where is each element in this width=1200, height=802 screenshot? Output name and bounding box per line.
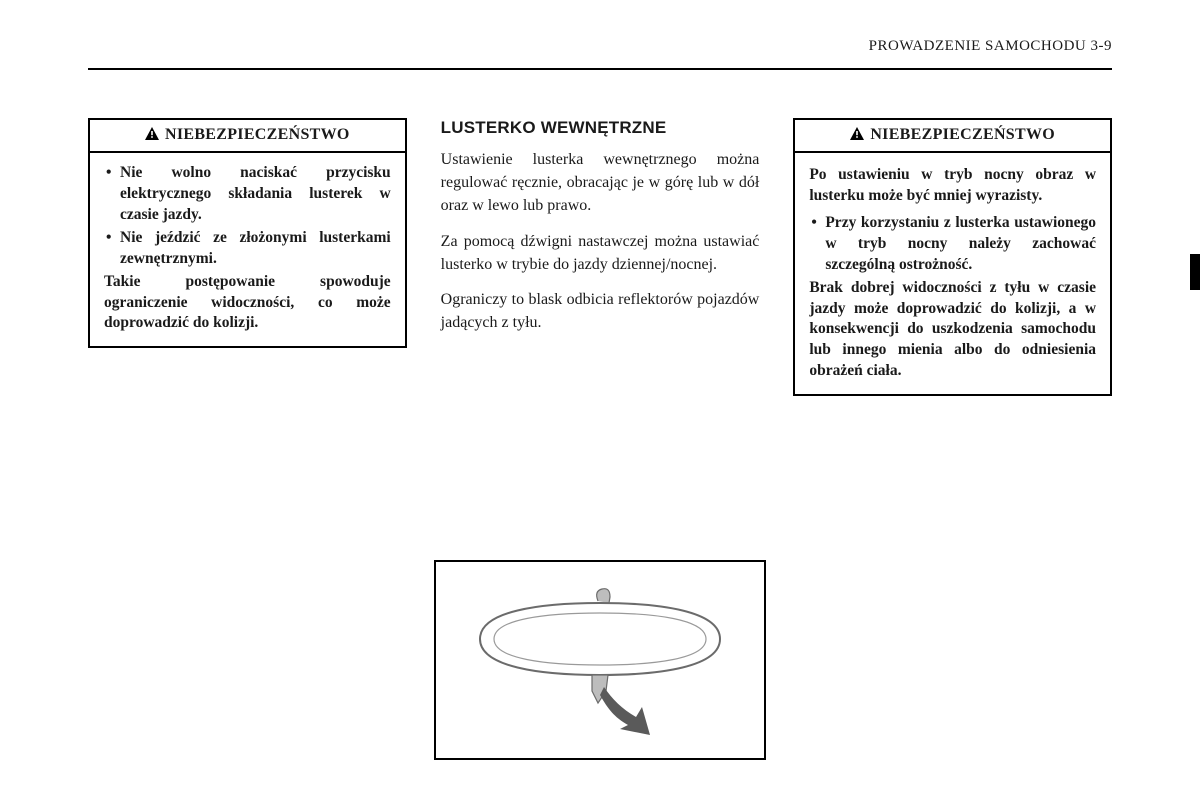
section-edge-tab xyxy=(1190,254,1200,290)
warning-body-left: Nie wolno naciskać przycisku elektryczne… xyxy=(90,153,405,346)
warning-title-right: NIEBEZPIECZEŃSTWO xyxy=(795,120,1110,153)
warning-footer-right: Brak dobrej widoczności z tyłu w czasie … xyxy=(809,278,1096,383)
warning-list-right: Przy korzystaniu z lusterka ustawionego … xyxy=(809,213,1096,276)
paragraph: Ograniczy to blask odbicia reflektorów p… xyxy=(441,288,760,334)
warning-box-left: NIEBEZPIECZEŃSTWO Nie wolno naciskać prz… xyxy=(88,118,407,348)
warning-list-left: Nie wolno naciskać przycisku elektryczne… xyxy=(104,163,391,270)
warning-triangle-icon xyxy=(850,127,864,145)
warning-item: Nie jeździć ze złożonymi lusterkami zewn… xyxy=(104,228,391,270)
paragraph: Za pomocą dźwigni nastawczej można ustaw… xyxy=(441,230,760,276)
warning-title-left: NIEBEZPIECZEŃSTWO xyxy=(90,120,405,153)
page-header: PROWADZENIE SAMOCHODU 3-9 xyxy=(869,38,1112,55)
warning-lead-right: Po ustawieniu w tryb nocny obraz w luste… xyxy=(809,165,1096,207)
mirror-illustration-icon xyxy=(450,575,750,745)
figure-mirror xyxy=(434,560,766,760)
warning-triangle-icon xyxy=(145,127,159,145)
column-right: NIEBEZPIECZEŃSTWO Po ustawieniu w tryb n… xyxy=(793,118,1112,396)
warning-item: Przy korzystaniu z lusterka ustawionego … xyxy=(809,213,1096,276)
warning-footer-left: Takie postępowanie spowoduje ograniczeni… xyxy=(104,272,391,335)
page-header-text: PROWADZENIE SAMOCHODU 3-9 xyxy=(869,38,1112,54)
warning-item: Nie wolno naciskać przycisku elektryczne… xyxy=(104,163,391,226)
column-left: NIEBEZPIECZEŃSTWO Nie wolno naciskać prz… xyxy=(88,118,407,396)
header-rule xyxy=(88,68,1112,70)
content-columns: NIEBEZPIECZEŃSTWO Nie wolno naciskać prz… xyxy=(88,118,1112,396)
warning-box-right: NIEBEZPIECZEŃSTWO Po ustawieniu w tryb n… xyxy=(793,118,1112,396)
warning-body-right: Po ustawieniu w tryb nocny obraz w luste… xyxy=(795,153,1110,394)
warning-label-right: NIEBEZPIECZEŃSTWO xyxy=(870,126,1055,143)
paragraph: Ustawienie lusterka wewnętrznego można r… xyxy=(441,148,760,218)
warning-label-left: NIEBEZPIECZEŃSTWO xyxy=(165,126,350,143)
column-middle: LUSTERKO WEWNĘTRZNE Ustawienie lusterka … xyxy=(441,118,760,396)
section-title: LUSTERKO WEWNĘTRZNE xyxy=(441,118,760,138)
